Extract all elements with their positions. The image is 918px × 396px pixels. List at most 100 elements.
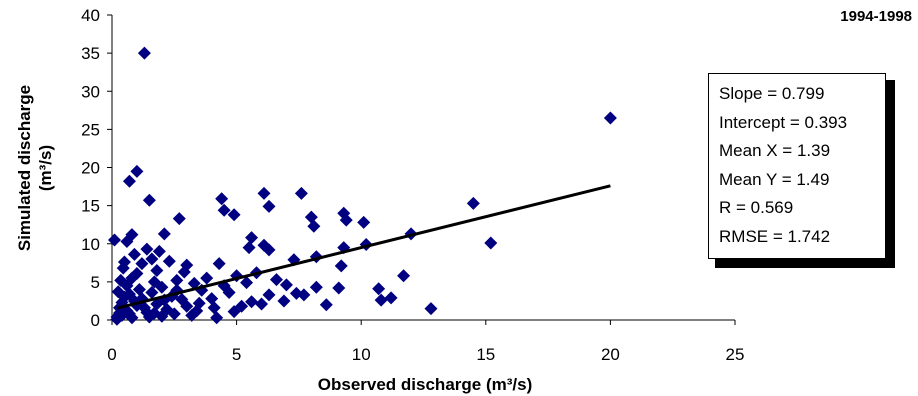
data-point [222, 286, 236, 300]
data-point [319, 298, 333, 312]
data-point [339, 213, 353, 227]
data-point [332, 281, 346, 295]
data-point [150, 263, 164, 277]
data-point [374, 293, 388, 307]
data-point [484, 236, 498, 250]
data-point [372, 282, 386, 296]
stat-mean-x: Mean X = 1.39 [719, 141, 831, 160]
data-point [172, 212, 186, 226]
data-point [137, 46, 151, 60]
y-tick-label: 35 [81, 44, 100, 63]
data-point [190, 304, 204, 318]
fit-line [116, 184, 611, 310]
stat-intercept: Intercept = 0.393 [719, 112, 848, 132]
stats-box: Slope = 0.799 Intercept = 0.393 Mean X =… [708, 73, 886, 259]
y-tick-label: 30 [81, 82, 100, 101]
y-axis-title-line-1: Simulated discharge [15, 85, 34, 251]
data-point [200, 271, 214, 285]
data-point [175, 292, 189, 306]
stat-r: R = 0.569 [719, 198, 794, 217]
data-point [145, 286, 159, 300]
data-point [157, 227, 171, 241]
data-point [167, 307, 181, 321]
data-point [217, 203, 231, 217]
data-point [212, 257, 226, 271]
data-point [147, 306, 161, 320]
stat-mean-y: Mean Y = 1.49 [719, 169, 830, 189]
stat-rmse: RMSE = 1.742 [719, 226, 831, 246]
y-tick-label: 15 [81, 197, 100, 216]
data-point [177, 265, 191, 279]
data-points [107, 46, 617, 326]
stat-slope: Slope = 0.799 [719, 84, 825, 103]
data-point [130, 164, 144, 178]
data-point [137, 301, 151, 315]
y-axis-title-line-2: (m³/s) [36, 145, 55, 191]
data-point [140, 242, 154, 256]
data-point [205, 292, 219, 306]
data-point [145, 252, 159, 266]
data-point [277, 294, 291, 308]
data-point [152, 244, 166, 258]
data-point [127, 247, 141, 261]
x-tick-label: 15 [476, 345, 495, 364]
y-tick-label: 0 [91, 311, 100, 330]
axes: 0 5 10 15 20 25 30 35 40 0 5 10 15 20 25 [81, 6, 744, 364]
data-point [397, 269, 411, 283]
y-tick-label: 10 [81, 235, 100, 254]
data-point [227, 208, 241, 222]
y-tick-label: 25 [81, 120, 100, 139]
data-point [279, 278, 293, 292]
data-point [294, 186, 308, 200]
data-point [215, 192, 229, 206]
data-point [466, 196, 480, 210]
data-point [235, 299, 249, 313]
data-point [357, 215, 371, 229]
data-point [245, 231, 259, 245]
data-point [257, 186, 271, 200]
data-point [603, 111, 617, 125]
data-point [334, 259, 348, 273]
data-point [424, 302, 438, 316]
y-tick-label: 5 [91, 273, 100, 292]
data-point [210, 311, 224, 325]
data-point [262, 199, 276, 213]
data-point [207, 301, 221, 315]
data-point [142, 193, 156, 207]
x-tick-label: 20 [601, 345, 620, 364]
y-axis-title: Simulated discharge (m³/s) [15, 85, 55, 251]
data-point [304, 210, 318, 224]
data-point [240, 276, 254, 290]
data-point [120, 234, 134, 248]
data-point [262, 288, 276, 302]
fit-line-group [116, 184, 611, 310]
data-point [111, 285, 125, 299]
data-point [255, 297, 269, 311]
data-point [114, 273, 128, 287]
data-point [116, 261, 130, 275]
data-point [309, 280, 323, 294]
data-point [245, 295, 259, 309]
data-point [242, 241, 256, 255]
data-point [107, 233, 121, 247]
x-tick-label: 10 [352, 345, 371, 364]
data-point [269, 273, 283, 287]
data-point [132, 283, 146, 296]
y-tick-label: 20 [81, 159, 100, 178]
data-point [262, 243, 276, 257]
x-tick-label: 0 [107, 345, 116, 364]
data-point [307, 219, 321, 233]
data-point [147, 275, 161, 289]
data-point [135, 257, 149, 271]
data-point [162, 254, 176, 268]
data-point [122, 307, 136, 321]
data-point [384, 291, 398, 305]
data-point [122, 174, 136, 188]
data-point [170, 273, 184, 287]
period-label: 1994-1998 [840, 8, 912, 25]
x-tick-label: 5 [232, 345, 241, 364]
x-axis-title: Observed discharge (m³/s) [318, 375, 532, 394]
data-point [187, 276, 201, 290]
y-tick-label: 40 [81, 6, 100, 25]
